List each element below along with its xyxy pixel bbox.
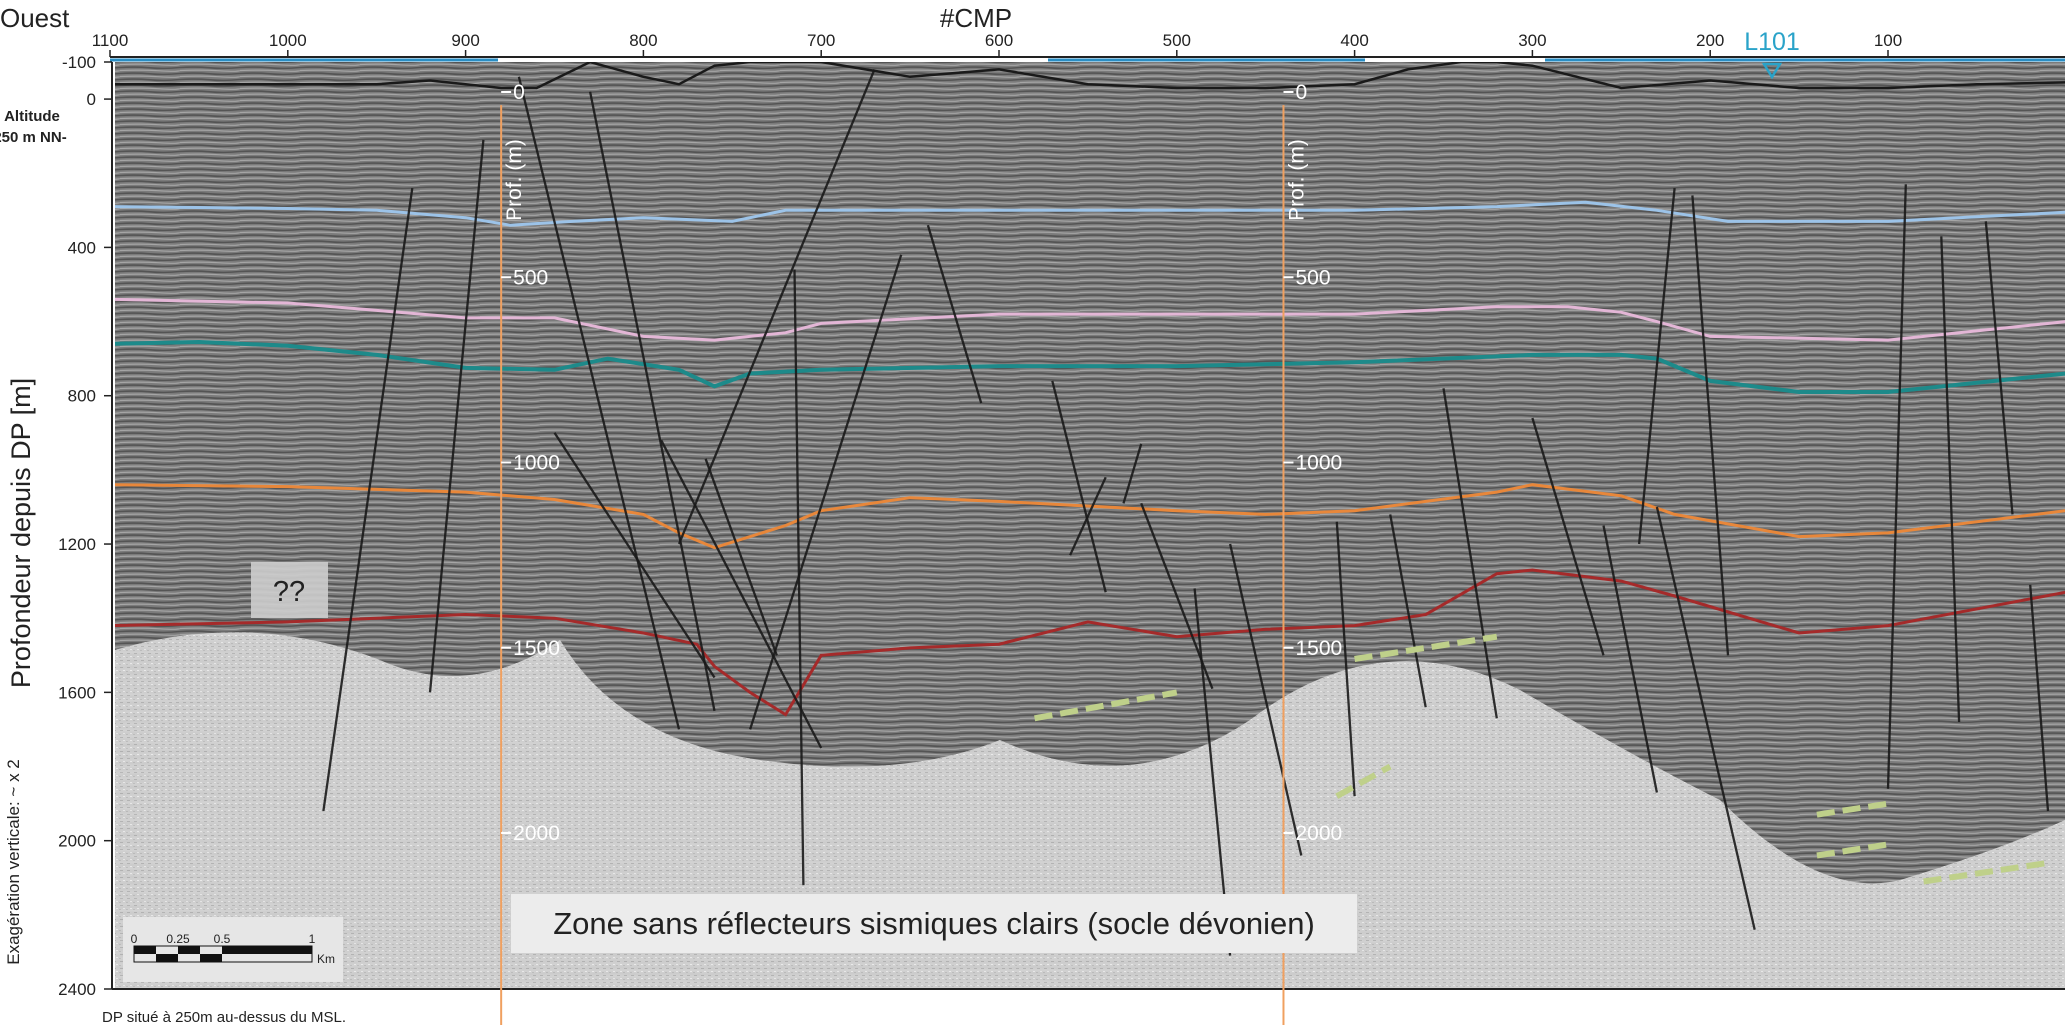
y-tick-label: -100 (62, 53, 96, 72)
depth-scale-label: 0 (1295, 81, 1307, 104)
fault-line (926, 224, 983, 404)
y-tick-label: 0 (87, 90, 96, 109)
depth-scale-label: 500 (1295, 266, 1330, 289)
fault-line (1984, 221, 2014, 515)
altitude-label-line2: 250 m NN- (0, 129, 67, 146)
green-dash-marker (1923, 859, 2049, 885)
fault-line (1602, 525, 1659, 793)
depth-scale-label: 1000 (513, 452, 560, 475)
basement-label: Zone sans réflecteurs sismiques clairs (… (553, 906, 1315, 941)
basement-label-box (511, 894, 1357, 953)
chart-title: #CMP (940, 3, 1012, 33)
y-tick-label: 400 (68, 238, 96, 257)
x-axis: 1100 1000 900 800 700 600 500 400 300 200 100 (92, 31, 2065, 58)
green-dash-marker (1034, 689, 1178, 722)
fault-line (517, 76, 681, 730)
fault-line (704, 458, 778, 656)
fault-line (1886, 184, 1907, 789)
y-tick-label: 2400 (58, 980, 96, 999)
surface-line (115, 62, 2065, 90)
fault-line (1691, 195, 1730, 656)
horizon-blue (115, 200, 2065, 227)
scale-tick-1: 1 (309, 932, 316, 946)
fault-line (553, 432, 716, 679)
fault-line (1637, 187, 1676, 545)
fault-line (588, 91, 716, 712)
depth-scale-label: 2000 (1295, 822, 1342, 845)
fault-line (1069, 476, 1107, 556)
fault-line (1442, 388, 1498, 719)
scale-unit: Km (317, 952, 335, 966)
x-tick-label: 600 (985, 31, 1013, 50)
fault-line (1122, 443, 1143, 504)
vertical-exaggeration-label: Exagération verticale: ~ x 2 (4, 759, 23, 965)
horizon-red (115, 568, 2065, 717)
fault-layer (322, 68, 2050, 956)
altitude-label-line1: Altitude (4, 108, 60, 125)
scale-tick-0: 0 (131, 932, 138, 946)
y-tick-label: 1200 (58, 535, 96, 554)
fault-line (1228, 543, 1303, 856)
green-dash-marker (1816, 800, 1889, 818)
x-tick-label: 500 (1163, 31, 1191, 50)
fault-line (1655, 506, 1756, 930)
unknown-label-box (251, 562, 328, 618)
depth-scale-label: 0 (513, 81, 525, 104)
depth-scale-title: Prof. (m) (503, 139, 526, 221)
fault-line (660, 439, 823, 749)
fault-line (1389, 514, 1427, 708)
y-tick-label: 800 (68, 387, 96, 406)
depth-scales: 0 500 1000 1500 2000 Prof. (m) 0 500 1000 1500 200… (500, 81, 1342, 1025)
x-tick-label: 100 (1874, 31, 1902, 50)
depth-scale-label: 1500 (1295, 637, 1342, 660)
unknown-label: ?? (273, 576, 305, 608)
depth-scale-label: 1500 (513, 637, 560, 660)
x-tick-label: 300 (1518, 31, 1546, 50)
fault-line (2029, 584, 2050, 812)
depth-scale-title: Prof. (m) (1285, 139, 1308, 221)
fault-line (793, 269, 805, 886)
y-axis-title: Profondeur depuis DP [m] (6, 378, 36, 688)
surface-layer (115, 62, 2065, 90)
scale-bar: 0 0.25 0.5 1 Km (123, 917, 343, 982)
scale-tick-05: 0.5 (214, 932, 231, 946)
depth-scale-label: 2000 (513, 822, 560, 845)
green-dash-marker (1335, 763, 1392, 799)
fault-line (322, 187, 414, 812)
horizon-teal (115, 339, 2065, 394)
y-tick-label: 1600 (58, 683, 96, 702)
x-tick-label: 700 (807, 31, 835, 50)
depth-scale-label: 1000 (1295, 452, 1342, 475)
fault-line (1531, 417, 1605, 656)
fault-line (428, 139, 485, 693)
fault-line (1335, 521, 1356, 797)
x-tick-label: 200 (1696, 31, 1724, 50)
depth-scale-label: 500 (513, 266, 548, 289)
y-tick-label: 2000 (58, 832, 96, 851)
green-dash-marker (1354, 633, 1498, 662)
x-tick-label: 800 (629, 31, 657, 50)
l101-marker-icon (1761, 62, 1783, 80)
x-tick-label: 1100 (92, 31, 129, 50)
x-tick-label: 1000 (269, 31, 307, 50)
x-tick-label: 400 (1340, 31, 1368, 50)
x-tick-label: 900 (451, 31, 479, 50)
green-dash-layer (1034, 633, 2049, 885)
l101-label: L101 (1744, 28, 1800, 56)
fault-line (677, 68, 876, 545)
direction-label: Ouest (0, 3, 70, 33)
green-dash-marker (1816, 841, 1889, 859)
y-axis: -100 0 400 800 1200 1600 2000 2400 (58, 53, 2065, 999)
footnote: DP situé à 250m au-dessus du MSL. (102, 1009, 346, 1025)
fault-line (1940, 236, 1961, 723)
scale-tick-025: 0.25 (166, 932, 190, 946)
fault-line (1051, 380, 1107, 593)
